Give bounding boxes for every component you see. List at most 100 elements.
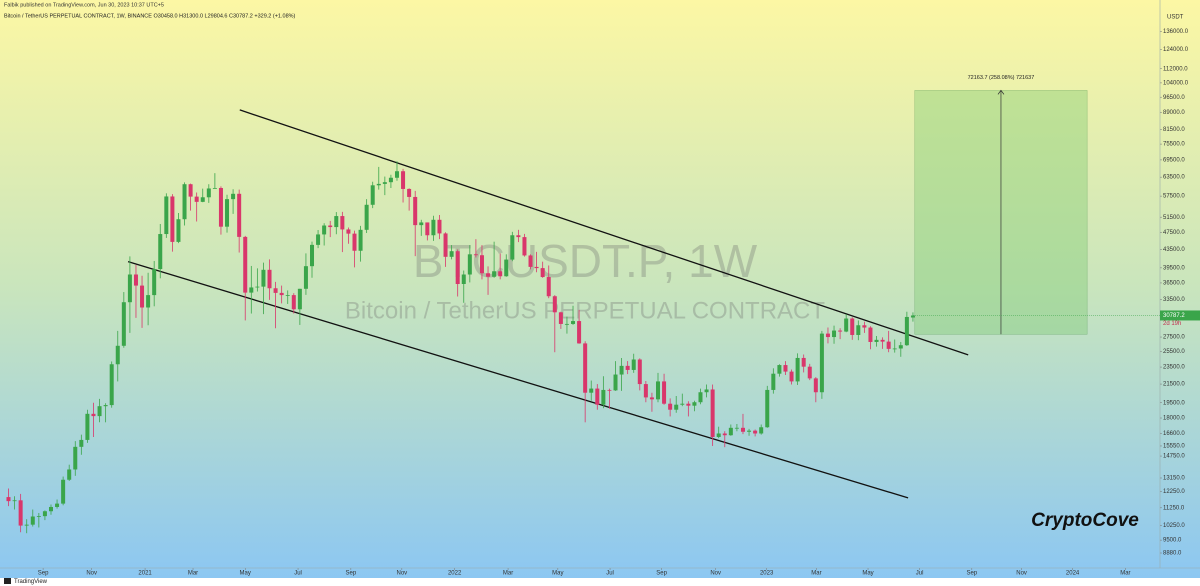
- candle-body: [170, 196, 175, 242]
- candle-body: [753, 430, 758, 434]
- y-tick-label: 75500.0: [1163, 142, 1185, 148]
- candle-body: [868, 327, 873, 342]
- y-tick-label: 19500.0: [1163, 400, 1185, 406]
- candle-body: [461, 274, 466, 285]
- candle-body: [237, 193, 242, 237]
- y-tick-label: 47500.0: [1163, 230, 1185, 236]
- candle-body: [668, 403, 673, 410]
- candle-body: [910, 315, 915, 318]
- candle-body: [844, 318, 849, 332]
- candle-body: [310, 244, 315, 267]
- candle-body: [795, 357, 800, 382]
- candle-body: [121, 302, 126, 346]
- candle-body: [498, 271, 503, 277]
- candle-body: [595, 388, 600, 405]
- candle-body: [340, 216, 345, 230]
- candle-body: [18, 500, 23, 526]
- candle-body: [601, 389, 606, 405]
- candle-body: [892, 348, 897, 350]
- candle-body: [419, 222, 424, 226]
- candle-body: [692, 402, 697, 406]
- candle-body: [589, 388, 594, 393]
- y-tick-label: 89000.0: [1163, 110, 1185, 116]
- candle-body: [188, 184, 193, 197]
- candle-body: [862, 325, 867, 328]
- candle-body: [206, 188, 211, 198]
- x-tick-label: 2021: [138, 571, 152, 577]
- candle-body: [722, 433, 727, 436]
- candle-body: [12, 500, 17, 502]
- candle-body: [631, 359, 636, 370]
- y-tick-label: 18000.0: [1163, 416, 1185, 422]
- x-tick-label: Mar: [503, 571, 513, 577]
- watermark-name: Bitcoin / TetherUS PERPETUAL CONTRACT: [345, 297, 825, 324]
- y-tick-label: 63500.0: [1163, 175, 1185, 181]
- candle-body: [704, 389, 709, 393]
- x-tick-label: Nov: [86, 571, 97, 577]
- currency-label: USDT: [1167, 15, 1184, 21]
- candle-body: [874, 339, 879, 342]
- x-tick-label: Nov: [710, 571, 721, 577]
- candle-body: [783, 365, 788, 372]
- candle-body: [801, 357, 806, 367]
- candle-body: [680, 403, 685, 405]
- y-tick-label: 21500.0: [1163, 382, 1185, 388]
- x-tick-label: Jul: [606, 571, 614, 577]
- target-label: 72163.7 (258.08%) 721637: [968, 75, 1035, 81]
- x-tick-label: 2023: [760, 571, 774, 577]
- candle-body: [158, 234, 163, 270]
- candle-body: [334, 216, 339, 228]
- trendline: [239, 109, 969, 356]
- candle-body: [401, 171, 406, 189]
- candle-body: [619, 365, 624, 375]
- candle-body: [479, 255, 484, 274]
- candle-body: [577, 321, 582, 344]
- x-tick-label: Sep: [656, 571, 667, 577]
- candle-body: [146, 295, 151, 308]
- candle-body: [880, 339, 885, 342]
- x-tick-label: Jul: [916, 571, 924, 577]
- symbol-line: Bitcoin / TetherUS PERPETUAL CONTRACT, 1…: [4, 13, 296, 19]
- y-tick-label: 57500.0: [1163, 194, 1185, 200]
- candle-body: [759, 427, 764, 434]
- candle-body: [91, 413, 96, 417]
- candle-body: [30, 516, 35, 525]
- candle-body: [200, 197, 205, 202]
- candle-body: [637, 359, 642, 385]
- candle-body: [740, 427, 745, 432]
- last-price-box: [1160, 310, 1200, 321]
- candle-body: [522, 237, 527, 256]
- candle-body: [218, 187, 223, 227]
- candle-body: [443, 233, 448, 257]
- y-tick-label: 69500.0: [1163, 157, 1185, 163]
- candle-body: [413, 196, 418, 226]
- candle-body: [273, 288, 278, 293]
- candle-body: [455, 251, 460, 285]
- candle-body: [467, 254, 472, 275]
- y-tick-label: 81500.0: [1163, 127, 1185, 133]
- y-tick-label: 10250.0: [1163, 523, 1185, 529]
- candle-body: [486, 273, 491, 277]
- candle-body: [649, 397, 654, 400]
- trendline: [127, 261, 909, 499]
- candle-body: [73, 446, 78, 470]
- candle-body: [225, 199, 230, 227]
- y-tick-label: 96500.0: [1163, 95, 1185, 101]
- candle-body: [552, 296, 557, 313]
- candle-body: [376, 183, 381, 186]
- candle-body: [176, 219, 181, 242]
- candle-body: [61, 479, 66, 504]
- candle-body: [747, 430, 752, 432]
- y-tick-label: 9500.0: [1163, 538, 1182, 544]
- candle-body: [564, 323, 569, 325]
- candle-body: [698, 392, 703, 403]
- last-price-label: 30787.2: [1163, 313, 1185, 319]
- candle-body: [194, 196, 199, 202]
- candle-body: [279, 292, 284, 296]
- x-tick-label: Sep: [346, 571, 357, 577]
- candle-body: [425, 222, 430, 236]
- candle-body: [249, 287, 254, 293]
- candle-body: [85, 413, 90, 440]
- target-arrow-head: [997, 89, 1005, 95]
